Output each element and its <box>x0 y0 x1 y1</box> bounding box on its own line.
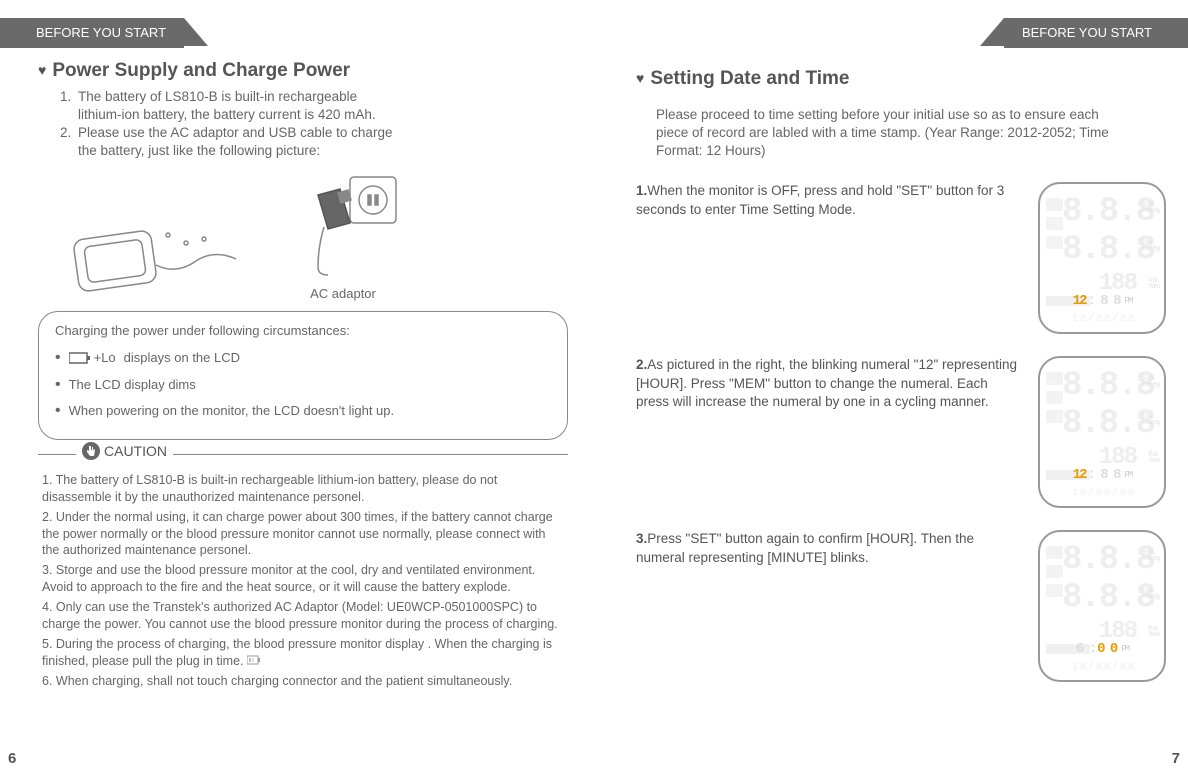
caution-para: 6. When charging, shall not touch chargi… <box>42 673 564 690</box>
adaptor-group: AC adaptor <box>278 171 408 303</box>
item-num: 2. <box>60 124 78 160</box>
step-text: 1.When the monitor is OFF, press and hol… <box>636 182 1020 218</box>
caution-label: CAUTION <box>76 442 173 461</box>
charge-item: The LCD display dims <box>55 374 551 396</box>
lcd-time-row: 12: 8 8PM <box>1048 292 1156 310</box>
step-text: 3.Press "SET" button again to confirm [H… <box>636 530 1020 566</box>
heart-icon: ♥ <box>38 61 46 80</box>
caution-para: 4. Only can use the Transtek's authorize… <box>42 599 564 633</box>
charge-header: Charging the power under following circu… <box>55 322 551 340</box>
step-num: 2. <box>636 357 647 372</box>
lcd-dia-label: DIA.mmHg <box>1142 240 1160 252</box>
lcd-dia-value: 8.8.8 <box>1062 228 1154 274</box>
step-row: 2.As pictured in the right, the blinking… <box>636 356 1166 508</box>
lcd-time-row: 12: 8 8PM <box>1048 466 1156 484</box>
caution-para: 2. Under the normal using, it can charge… <box>42 509 564 560</box>
battery-lo-icon: +Lo <box>69 349 116 367</box>
caution-para: 3. Storge and use the blood pressure mon… <box>42 562 564 596</box>
header-tab-left: BEFORE YOU START <box>0 18 184 48</box>
charging-anim-icon <box>247 653 261 670</box>
lcd-date-row: 1 8 / 8 8 / 8 8 <box>1040 661 1164 675</box>
left-title: Power Supply and Charge Power <box>52 58 350 84</box>
lo-text: +Lo <box>94 349 116 367</box>
item-text: Please use the AC adaptor and USB cable … <box>78 124 568 160</box>
step-row: 1.When the monitor is OFF, press and hol… <box>636 182 1166 334</box>
lcd-side-icons: IHB⚊▭ <box>1046 546 1063 596</box>
charge-item-text: When powering on the monitor, the LCD do… <box>69 402 395 420</box>
right-title-row: ♥ Setting Date and Time <box>636 66 1166 92</box>
charge-item: When powering on the monitor, the LCD do… <box>55 400 551 422</box>
lcd-sys-label: SYS.mmHg <box>1142 550 1160 562</box>
ac-adaptor-icon <box>278 171 408 281</box>
lcd-time-row: 6 :0 0PM <box>1048 640 1156 658</box>
caution-section: CAUTION 1. The battery of LS810-B is bui… <box>38 454 568 697</box>
lcd-side-icons: IHB⚊▭ <box>1046 372 1063 422</box>
left-title-row: ♥ Power Supply and Charge Power <box>38 58 568 84</box>
steps-host: 1.When the monitor is OFF, press and hol… <box>636 182 1166 682</box>
page-number-left: 6 <box>8 749 16 769</box>
lcd-dia-label: DIA.mmHg <box>1142 414 1160 426</box>
charge-item-text: The LCD display dims <box>69 376 196 394</box>
list-item: 2. Please use the AC adaptor and USB cab… <box>60 124 568 160</box>
lcd-sys-label: SYS.mmHg <box>1142 202 1160 214</box>
lcd-display: IHB⚊▭8.8.8SYS.mmHg8.8.8DIA.mmHg188Pul./M… <box>1038 182 1166 334</box>
caution-text: CAUTION <box>104 442 167 461</box>
lcd-dia-value: 8.8.8 <box>1062 576 1154 622</box>
caution-para: 5. During the process of charging, the b… <box>42 636 564 670</box>
page-number-right: 7 <box>1172 749 1180 769</box>
lcd-side-icons: IHB⚊▭ <box>1046 198 1063 248</box>
step-num: 1. <box>636 183 647 198</box>
item-num: 1. <box>60 88 78 124</box>
lcd-dia-label: DIA.mmHg <box>1142 588 1160 600</box>
step-num: 3. <box>636 531 647 546</box>
page-left: BEFORE YOU START ♥ Power Supply and Char… <box>0 0 594 777</box>
item-text: The battery of LS810-B is built-in recha… <box>78 88 568 124</box>
heart-icon: ♥ <box>636 69 644 88</box>
left-intro-list: 1. The battery of LS810-B is built-in re… <box>60 88 568 161</box>
caution-body: 1. The battery of LS810-B is built-in re… <box>38 454 568 697</box>
lcd-date-row: 1 8 / 8 8 / 8 8 <box>1040 487 1164 501</box>
charge-item: +Lo displays on the LCD <box>55 347 551 369</box>
step-row: 3.Press "SET" button again to confirm [H… <box>636 530 1166 682</box>
lcd-pul-label: Pul./Min <box>1149 452 1160 464</box>
right-title: Setting Date and Time <box>650 66 849 92</box>
charge-item-text: displays on the LCD <box>124 349 240 367</box>
lcd-pul-label: Pul./Min <box>1149 626 1160 638</box>
page-right: BEFORE YOU START ♥ Setting Date and Time… <box>594 0 1188 777</box>
header-tab-right: BEFORE YOU START <box>1004 18 1188 48</box>
lcd-date-row: 1 8 / 8 8 / 8 8 <box>1040 313 1164 327</box>
right-intro: Please proceed to time setting before yo… <box>656 106 1126 161</box>
charging-illustration: AC adaptor <box>68 171 568 303</box>
charging-conditions-box: Charging the power under following circu… <box>38 311 568 440</box>
left-content: ♥ Power Supply and Charge Power 1. The b… <box>38 58 568 697</box>
caution-para: 1. The battery of LS810-B is built-in re… <box>42 472 564 506</box>
adaptor-label: AC adaptor <box>278 285 408 303</box>
device-cable-icon <box>68 213 248 303</box>
step-text: 2.As pictured in the right, the blinking… <box>636 356 1020 411</box>
lcd-dia-value: 8.8.8 <box>1062 402 1154 448</box>
lcd-display: IHB⚊▭8.8.8SYS.mmHg8.8.8DIA.mmHg188Pul./M… <box>1038 530 1166 682</box>
caution-hand-icon <box>82 442 100 460</box>
right-content: ♥ Setting Date and Time Please proceed t… <box>636 66 1166 682</box>
lcd-sys-label: SYS.mmHg <box>1142 376 1160 388</box>
lcd-display: IHB⚊▭8.8.8SYS.mmHg8.8.8DIA.mmHg188Pul./M… <box>1038 356 1166 508</box>
list-item: 1. The battery of LS810-B is built-in re… <box>60 88 568 124</box>
lcd-pul-label: Pul./Min <box>1149 278 1160 290</box>
